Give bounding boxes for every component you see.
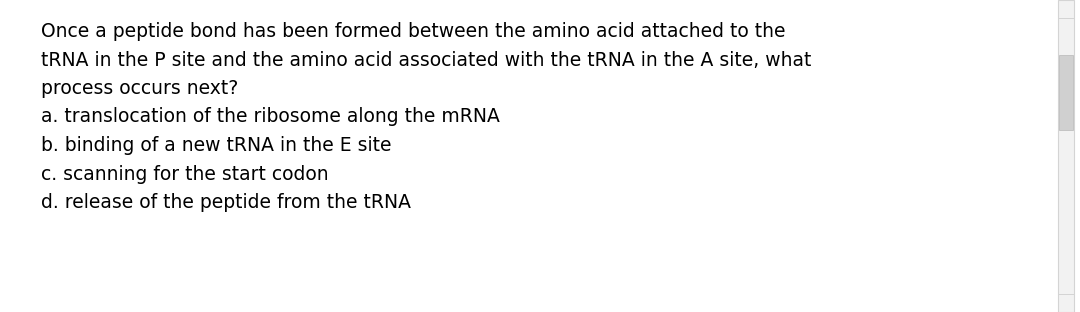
Text: d. release of the peptide from the tRNA: d. release of the peptide from the tRNA [41, 193, 411, 212]
Text: a. translocation of the ribosome along the mRNA: a. translocation of the ribosome along t… [41, 108, 500, 126]
Text: process occurs next?: process occurs next? [41, 79, 239, 98]
Text: tRNA in the P site and the amino acid associated with the tRNA in the A site, wh: tRNA in the P site and the amino acid as… [41, 51, 811, 70]
Text: c. scanning for the start codon: c. scanning for the start codon [41, 164, 328, 183]
Text: Once a peptide bond has been formed between the amino acid attached to the: Once a peptide bond has been formed betw… [41, 22, 785, 41]
Bar [1059, 55, 1074, 130]
Bar [1058, 0, 1074, 312]
Text: b. binding of a new tRNA in the E site: b. binding of a new tRNA in the E site [41, 136, 392, 155]
